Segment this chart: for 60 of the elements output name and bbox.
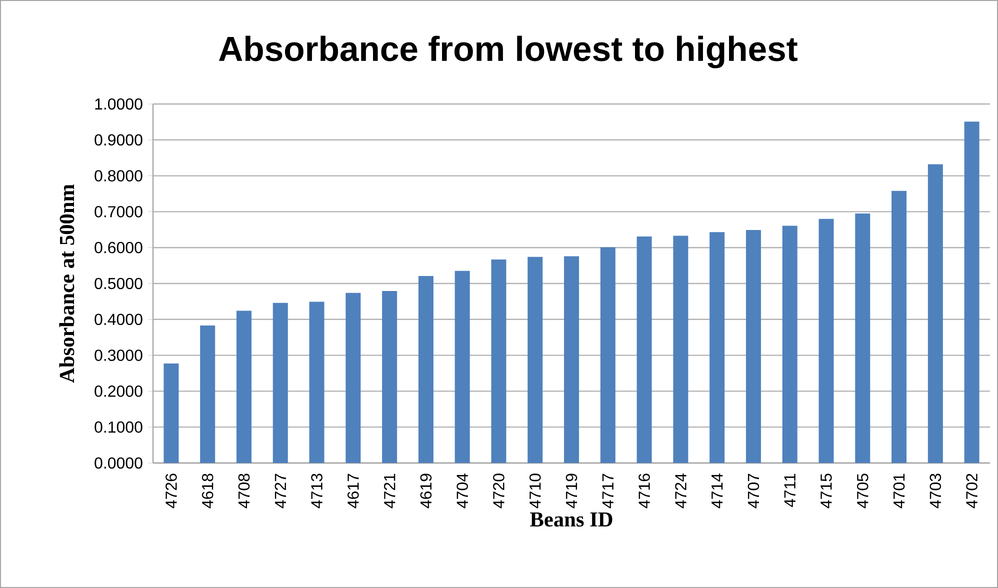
x-tick-label: 4705 — [856, 474, 868, 508]
x-tick-label: 4715 — [820, 474, 832, 508]
x-tick-label: 4702 — [966, 474, 978, 508]
x-tick-label: 4618 — [202, 474, 214, 508]
bar — [528, 256, 543, 463]
bar — [746, 230, 761, 463]
y-tick-label: 0.7000 — [94, 206, 142, 218]
bar — [272, 302, 288, 463]
y-tick-label: 0.6000 — [94, 242, 142, 254]
x-tick-label: 4713 — [311, 474, 322, 508]
x-tick-label: 4710 — [529, 474, 541, 508]
x-tick-label: 4726 — [166, 474, 177, 508]
y-tick-label: 1.0000 — [95, 98, 142, 110]
x-tick-label: 4721 — [384, 474, 396, 508]
y-tick-label: 0.2000 — [94, 386, 142, 397]
x-tick-label: 4704 — [456, 474, 468, 508]
x-axis-title: Beans ID — [530, 512, 612, 527]
x-tick-label: 4701 — [893, 474, 905, 508]
x-tick-label: 4716 — [638, 474, 650, 508]
x-tick-label: 4720 — [493, 474, 504, 508]
bar — [346, 292, 361, 463]
y-tick-label: 0.0000 — [94, 457, 142, 469]
bar — [636, 236, 652, 463]
x-tick-label: 4707 — [748, 474, 760, 508]
chart-title: Absorbance from lowest to highest — [218, 36, 798, 68]
y-tick-label: 0.1000 — [94, 421, 142, 433]
bar — [928, 164, 943, 463]
bar — [164, 364, 179, 463]
y-tick-label: 0.9000 — [94, 134, 142, 146]
bar — [491, 259, 506, 463]
y-tick-label: 0.5000 — [94, 278, 142, 290]
bar — [200, 325, 216, 463]
bar — [855, 213, 870, 463]
x-tick-label: 4727 — [274, 474, 286, 508]
y-tick-label: 0.8000 — [94, 170, 142, 182]
bar — [673, 236, 688, 463]
bar — [892, 190, 907, 463]
y-axis-title: Absorbance at 500nm — [59, 184, 74, 383]
bar — [309, 302, 324, 463]
bar — [382, 291, 398, 463]
bar — [710, 232, 725, 463]
bar — [236, 310, 252, 463]
x-tick-label: 4703 — [930, 474, 942, 508]
bar — [454, 270, 470, 463]
y-tick-label: 0.3000 — [94, 350, 142, 361]
bar — [418, 276, 434, 463]
x-tick-label: 4719 — [566, 474, 578, 508]
y-tick-label: 0.4000 — [94, 314, 142, 326]
x-tick-label: 4619 — [420, 474, 432, 508]
bar — [600, 247, 616, 463]
x-tick-label: 4724 — [675, 474, 686, 508]
bar — [818, 218, 834, 463]
x-tick-label: 4711 — [784, 474, 796, 508]
bar — [964, 122, 980, 463]
bar — [564, 256, 579, 463]
x-tick-label: 4717 — [602, 474, 614, 508]
x-tick-label: 4714 — [712, 474, 723, 508]
bar — [782, 226, 798, 463]
x-tick-label: 4708 — [238, 474, 250, 508]
x-tick-label: 4617 — [348, 474, 359, 508]
